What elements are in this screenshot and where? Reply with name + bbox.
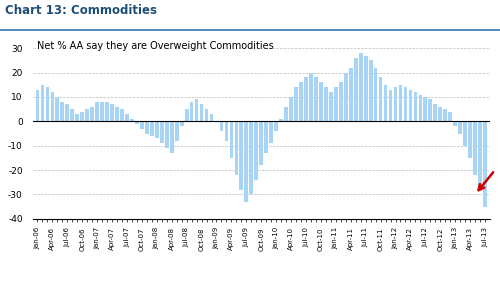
Bar [384, 85, 388, 121]
Bar [150, 121, 154, 136]
Bar [448, 111, 452, 121]
Bar [414, 92, 418, 121]
Bar [155, 121, 158, 139]
Bar [274, 121, 278, 131]
Bar [264, 121, 268, 153]
Bar [244, 121, 248, 202]
Bar [344, 73, 348, 121]
Bar [185, 109, 188, 121]
Bar [329, 92, 332, 121]
Bar [220, 121, 224, 131]
Bar [319, 82, 323, 121]
Bar [140, 121, 144, 129]
Bar [408, 90, 412, 121]
Bar [454, 121, 457, 126]
Bar [314, 77, 318, 121]
Bar [483, 121, 487, 207]
Bar [284, 107, 288, 121]
Bar [100, 102, 104, 121]
Bar [388, 90, 392, 121]
Bar [110, 104, 114, 121]
Bar [40, 85, 44, 121]
Bar [250, 121, 253, 194]
Bar [334, 87, 338, 121]
Bar [240, 121, 243, 190]
Bar [349, 68, 352, 121]
Bar [444, 109, 447, 121]
Bar [404, 87, 407, 121]
Bar [175, 121, 178, 141]
Bar [374, 68, 378, 121]
Bar [428, 99, 432, 121]
Bar [130, 119, 134, 121]
Bar [60, 102, 64, 121]
Bar [424, 97, 427, 121]
Bar [170, 121, 173, 153]
Bar [56, 97, 59, 121]
Bar [438, 107, 442, 121]
Bar [280, 119, 283, 121]
Bar [364, 56, 368, 121]
Bar [120, 109, 124, 121]
Bar [260, 121, 263, 165]
Bar [135, 121, 139, 124]
Bar [299, 82, 303, 121]
Bar [80, 111, 84, 121]
Bar [394, 87, 398, 121]
Bar [309, 73, 313, 121]
Bar [324, 87, 328, 121]
Bar [369, 60, 372, 121]
Bar [418, 94, 422, 121]
Bar [90, 107, 94, 121]
Bar [359, 53, 362, 121]
Bar [160, 121, 164, 143]
Bar [70, 109, 74, 121]
Bar [234, 121, 238, 175]
Bar [230, 121, 234, 158]
Bar [254, 121, 258, 180]
Bar [36, 90, 40, 121]
Bar [224, 121, 228, 141]
Bar [96, 102, 99, 121]
Bar [165, 121, 168, 148]
Bar [398, 85, 402, 121]
Bar [115, 107, 119, 121]
Bar [204, 109, 208, 121]
Bar [468, 121, 472, 158]
Bar [304, 77, 308, 121]
Text: Net % AA say they are Overweight Commodities: Net % AA say they are Overweight Commodi… [37, 41, 274, 52]
Bar [473, 121, 477, 175]
Bar [145, 121, 148, 134]
Bar [76, 114, 79, 121]
Bar [289, 97, 293, 121]
Bar [66, 104, 69, 121]
Bar [458, 121, 462, 134]
Bar [86, 109, 89, 121]
Bar [200, 104, 203, 121]
Bar [180, 121, 184, 126]
Bar [210, 114, 214, 121]
Bar [434, 104, 437, 121]
Bar [378, 77, 382, 121]
Bar [46, 87, 50, 121]
Bar [50, 92, 54, 121]
Bar [294, 87, 298, 121]
Bar [339, 82, 342, 121]
Bar [478, 121, 482, 190]
Bar [464, 121, 467, 146]
Bar [354, 58, 358, 121]
Bar [125, 114, 129, 121]
Bar [270, 121, 273, 143]
Bar [194, 99, 198, 121]
Bar [105, 102, 109, 121]
Bar [190, 102, 194, 121]
Text: Chart 13: Commodities: Chart 13: Commodities [5, 4, 157, 17]
